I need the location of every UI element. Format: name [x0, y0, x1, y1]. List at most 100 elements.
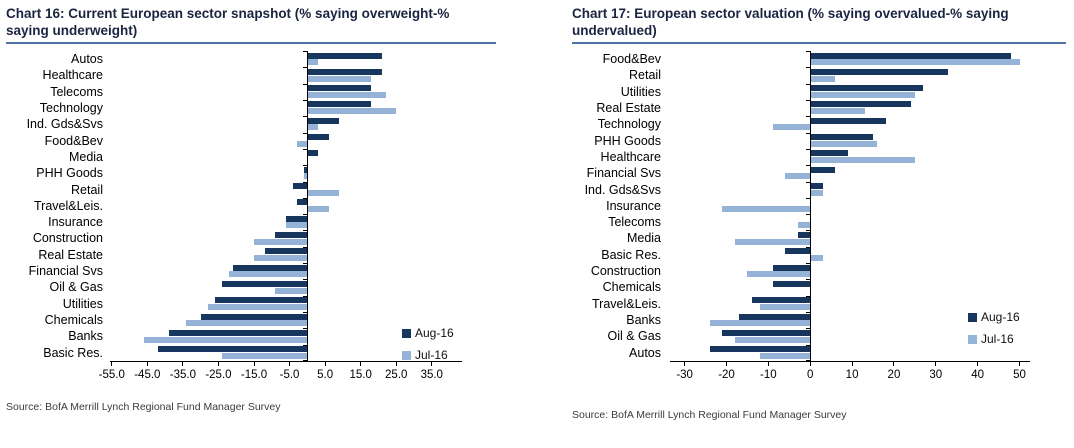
x-axis-tick [182, 362, 184, 366]
bar-aug-16-ind-gds-svs [810, 183, 823, 190]
category-label-retail: Retail [629, 68, 661, 83]
category-axis: Autos Healthcare Telecoms Technology Ind. Gd… [6, 51, 110, 389]
x-axis: -30 -20 -10 0 10 20 30 40 50 [670, 361, 1030, 389]
category-boundary-tick [302, 116, 307, 118]
category-boundary-tick [805, 197, 810, 199]
category-label-autos: Autos [629, 345, 661, 360]
category-boundary-tick [302, 197, 307, 199]
bar-aug-16-travel-leis [296, 199, 308, 206]
bar-jul-16-travel-leis [307, 206, 329, 213]
category-boundary-tick [805, 214, 810, 216]
category-label-insurance: Insurance [606, 198, 661, 213]
category-label-real-estate: Real Estate [596, 100, 661, 115]
category-boundary-tick [805, 312, 810, 314]
x-axis-tick [324, 362, 326, 366]
legend-label-jul-16: Jul-16 [981, 332, 1014, 346]
bar-jul-16-autos [760, 352, 811, 359]
category-label-construction: Construction [32, 231, 103, 246]
bar-jul-16-food-bev [810, 59, 1020, 66]
bar-jul-16-basic-res [222, 352, 308, 359]
legend: Aug-16 Jul-16 [968, 306, 1020, 350]
category-boundary-tick [302, 230, 307, 232]
bar-jul-16-real-estate [254, 254, 308, 261]
legend-item-jul-16: Jul-16 [968, 328, 1020, 350]
legend-item-jul-16: Jul-16 [402, 344, 454, 366]
category-boundary-tick [302, 181, 307, 183]
bar-jul-16-ind-gds-svs [307, 124, 318, 131]
bar-jul-16-autos [307, 59, 318, 66]
category-boundary-tick [302, 214, 307, 216]
category-boundary-tick [805, 181, 810, 183]
category-label-technology: Technology [39, 100, 103, 115]
legend-label-jul-16: Jul-16 [415, 348, 448, 362]
x-axis-tick [726, 362, 727, 366]
category-label-telecoms: Telecoms [50, 84, 103, 99]
bar-jul-16-chemicals [186, 320, 308, 327]
x-axis-tick [1019, 362, 1021, 366]
x-axis-tick [431, 362, 433, 366]
x-axis-tick-label: 0 [807, 369, 814, 381]
bar-aug-16-utilities [810, 85, 924, 92]
category-boundary-tick [302, 67, 307, 69]
category-label-healthcare: Healthcare [42, 68, 103, 83]
category-boundary-tick [805, 83, 810, 85]
bar-jul-16-retail [810, 75, 836, 82]
legend-label-aug-16: Aug-16 [415, 326, 454, 340]
bar-aug-16-chemicals [772, 280, 811, 287]
legend-label-aug-16: Aug-16 [981, 310, 1020, 324]
category-label-utilities: Utilities [62, 296, 103, 311]
x-axis-tick [253, 362, 255, 366]
category-label-ind-gds-svs: Ind. Gds&Svs [584, 182, 661, 197]
legend-swatch-jul-16 [968, 334, 977, 344]
legend-item-aug-16: Aug-16 [402, 322, 454, 344]
chart-title: Chart 16: Current European sector snapsh… [6, 6, 450, 38]
bar-jul-16-financial-svs [229, 271, 308, 278]
bar-jul-16-real-estate [810, 108, 865, 115]
bar-jul-16-healthcare [307, 75, 372, 82]
bar-jul-16-food-bev [296, 140, 308, 147]
category-boundary-tick [805, 328, 810, 330]
bar-aug-16-technology [307, 101, 372, 108]
x-axis-tick-label: 25.0 [385, 369, 408, 381]
legend-swatch-jul-16 [402, 350, 411, 360]
legend-swatch-aug-16 [968, 312, 977, 322]
bar-jul-16-oil-gas [275, 287, 308, 294]
category-boundary-tick [302, 246, 307, 248]
zero-axis-line [809, 51, 811, 361]
bar-aug-16-retail [293, 183, 308, 190]
category-label-basic-res: Basic Res. [601, 247, 661, 262]
x-axis-tick-label: -35.0 [169, 369, 196, 381]
category-label-media: Media [68, 149, 103, 164]
bar-jul-16-insurance [286, 222, 308, 229]
bar-aug-16-ind-gds-svs [307, 117, 340, 124]
bar-aug-16-real-estate [810, 101, 911, 108]
category-boundary-tick [805, 295, 810, 297]
bar-aug-16-banks [739, 313, 811, 320]
category-label-banks: Banks [68, 329, 103, 344]
category-boundary-tick [805, 165, 810, 167]
category-boundary-tick [805, 263, 810, 265]
x-axis-tick [977, 362, 979, 366]
bar-jul-16-utilities [207, 303, 308, 310]
category-label-healthcare: Healthcare [600, 149, 661, 164]
plot-area: Aug-16 Jul-16 [670, 51, 1030, 361]
category-label-construction: Construction [590, 264, 661, 279]
bar-aug-16-banks [168, 329, 308, 336]
category-boundary-tick [302, 360, 307, 361]
category-boundary-tick [302, 312, 307, 314]
bar-jul-16-telecoms [797, 222, 811, 229]
bar-jul-16-oil-gas [734, 336, 811, 343]
x-axis-tick-label: 10 [845, 369, 859, 381]
category-label-financial-svs: Financial Svs [586, 166, 661, 181]
category-boundary-tick [805, 148, 810, 150]
category-label-autos: Autos [71, 52, 103, 66]
x-axis-tick [146, 362, 148, 366]
bar-aug-16-construction [772, 264, 811, 271]
title-rule [572, 42, 1066, 44]
x-axis-tick-label: 35.0 [420, 369, 443, 381]
category-boundary-tick [302, 263, 307, 265]
x-axis-tick [395, 362, 397, 366]
bar-jul-16-phh-goods [810, 140, 878, 147]
bar-aug-16-financial-svs [232, 264, 308, 271]
bar-jul-16-insurance [722, 206, 811, 213]
